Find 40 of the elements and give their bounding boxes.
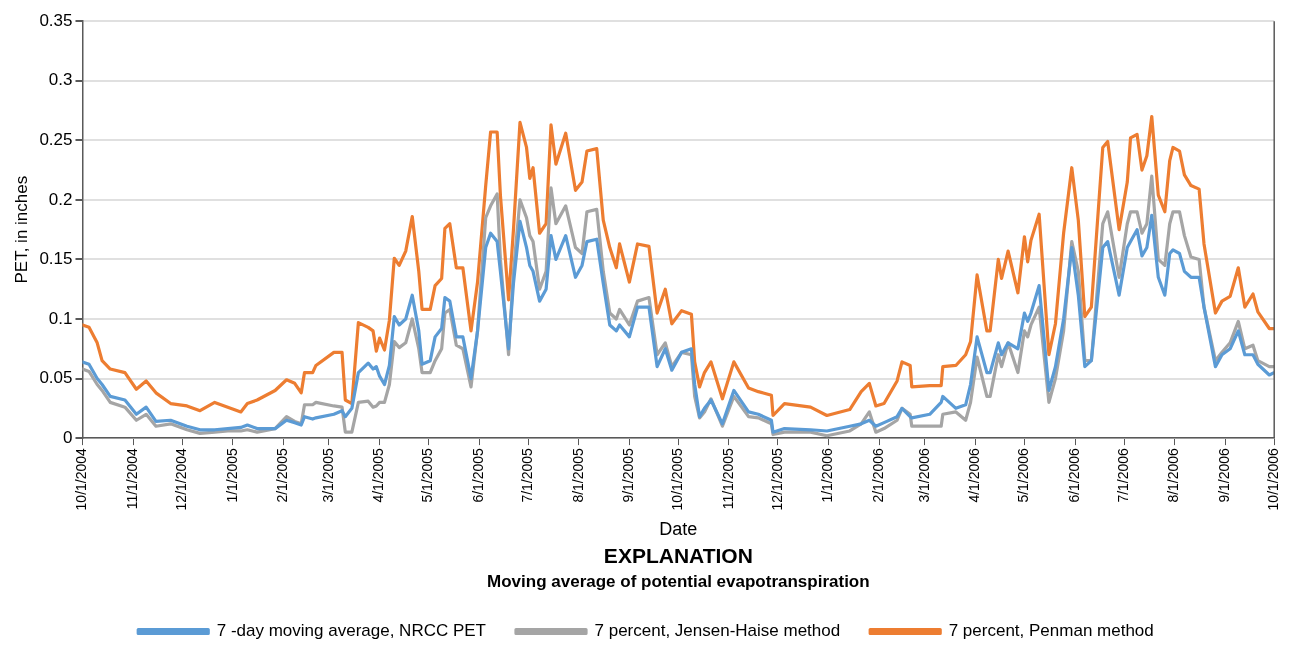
x-tick-label: 11/1/2004 — [123, 447, 140, 510]
x-tick-label: 7/1/2005 — [519, 447, 536, 503]
y-tick-label: 0.05 — [39, 368, 73, 388]
legend-label: 7 percent, Penman method — [948, 621, 1154, 641]
x-tick-label: 8/1/2006 — [1165, 447, 1182, 503]
x-tick-label: 2/1/2005 — [274, 447, 291, 503]
x-tick-label: 4/1/2005 — [370, 447, 387, 503]
x-tick-label: 2/1/2006 — [870, 447, 886, 503]
y-tick-label: 0.2 — [48, 189, 73, 209]
legend-label: 7 -day moving average, NRCC PET — [216, 621, 487, 641]
x-tick-label: 1/1/2005 — [223, 447, 240, 503]
x-tick-label: 9/1/2005 — [620, 447, 637, 503]
y-tick-label: 0.35 — [39, 10, 73, 30]
x-tick-label: 5/1/2005 — [419, 447, 436, 503]
y-tick-label: 0.3 — [48, 70, 73, 90]
x-axis-title: Date — [659, 519, 698, 540]
y-tick-label: 0.15 — [39, 249, 73, 269]
legend-title: EXPLANATION — [603, 544, 753, 567]
x-tick-label: 12/1/2004 — [172, 447, 189, 511]
x-tick-label: 3/1/2005 — [319, 447, 336, 503]
x-tick-label: 6/1/2006 — [1065, 447, 1082, 503]
text: Moving average of potential evapotranspiration — [487, 572, 870, 591]
x-tick-label: 3/1/2006 — [915, 447, 932, 503]
y-tick-label: 0.25 — [39, 130, 73, 150]
x-tick-label: 4/1/2006 — [966, 447, 983, 503]
x-tick-label: 10/1/2006 — [1265, 447, 1282, 511]
x-tick-label: 8/1/2005 — [569, 447, 586, 503]
x-tick-label: 12/1/2005 — [768, 447, 785, 511]
y-tick-label: 0.1 — [48, 308, 73, 328]
x-tick-label: 5/1/2006 — [1015, 447, 1032, 503]
y-axis-title: PET, in inches — [11, 175, 31, 284]
x-tick-label: 7/1/2006 — [1114, 447, 1131, 503]
x-tick-label: 11/1/2005 — [719, 447, 736, 510]
y-tick-label: 0 — [63, 427, 73, 447]
x-tick-label: 6/1/2005 — [470, 447, 487, 503]
legend-label: 7 percent, Jensen-Haise method — [594, 621, 841, 641]
x-tick-label: 10/1/2004 — [73, 447, 90, 511]
x-tick-label: 9/1/2006 — [1216, 447, 1233, 503]
x-tick-label: 1/1/2006 — [819, 447, 836, 503]
x-tick-label: 10/1/2005 — [669, 447, 686, 511]
